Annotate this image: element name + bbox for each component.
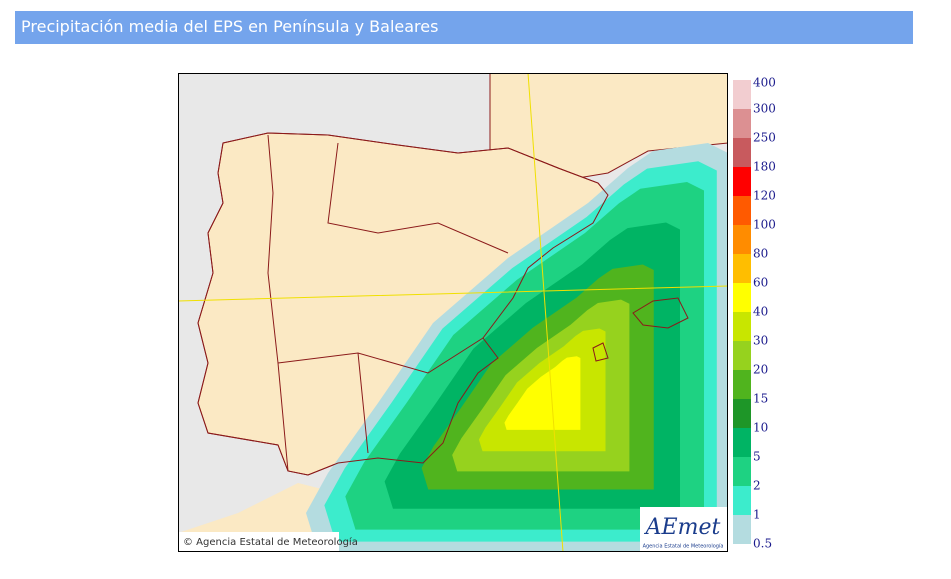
legend-label: 1 [753, 508, 761, 522]
legend-label: 5 [753, 450, 761, 464]
legend-label: 40 [753, 305, 768, 319]
legend-label: 300 [753, 102, 776, 116]
legend-label: 20 [753, 363, 768, 377]
legend-label: 100 [753, 218, 776, 232]
legend-swatch [733, 312, 751, 341]
legend-swatch [733, 138, 751, 167]
legend: 400 300 250 180 120 100 80 60 40 30 20 15 10 5 2 1 0.5 [733, 76, 776, 551]
legend-swatch [733, 428, 751, 457]
legend-swatch [733, 399, 751, 428]
legend-label: 120 [753, 189, 776, 203]
legend-label: 0.5 [753, 537, 772, 551]
legend-swatch [733, 457, 751, 486]
legend-swatch [733, 109, 751, 138]
legend-label: 180 [753, 160, 776, 174]
logo-box [640, 507, 727, 551]
map-frame [178, 73, 728, 552]
legend-label: 10 [753, 421, 768, 435]
legend-swatch [733, 225, 751, 254]
legend-label: 15 [753, 392, 768, 406]
balearic-islands [592, 297, 689, 362]
legend-swatch [733, 196, 751, 225]
legend-label: 400 [753, 76, 776, 90]
legend-label: 250 [753, 131, 776, 145]
legend-swatch [733, 80, 751, 109]
title-bar: Precipitación media del EPS en Península… [15, 11, 913, 44]
logo-caption: Agencia Estatal de Meteorología [643, 543, 724, 550]
legend-swatch [733, 254, 751, 283]
legend-label: 60 [753, 276, 768, 290]
province-borders [267, 134, 509, 472]
legend-swatch [733, 486, 751, 515]
legend-swatch [733, 341, 751, 370]
page-title: Precipitación media del EPS en Península… [21, 17, 439, 36]
legend-label: 30 [753, 334, 768, 348]
legend-swatch [733, 167, 751, 196]
copyright-box [179, 532, 339, 551]
coastline [197, 132, 609, 476]
logo: AEmet [644, 515, 721, 540]
map: © Agencia Estatal de Meteorología AEmet … [178, 73, 728, 552]
legend-swatch [733, 283, 751, 312]
legend-label: 80 [753, 247, 768, 261]
legend-label: 2 [753, 479, 761, 493]
legend-swatch [733, 515, 751, 544]
graticule [178, 73, 728, 552]
copyright: © Agencia Estatal de Meteorología [183, 536, 358, 548]
legend-swatch [733, 370, 751, 399]
